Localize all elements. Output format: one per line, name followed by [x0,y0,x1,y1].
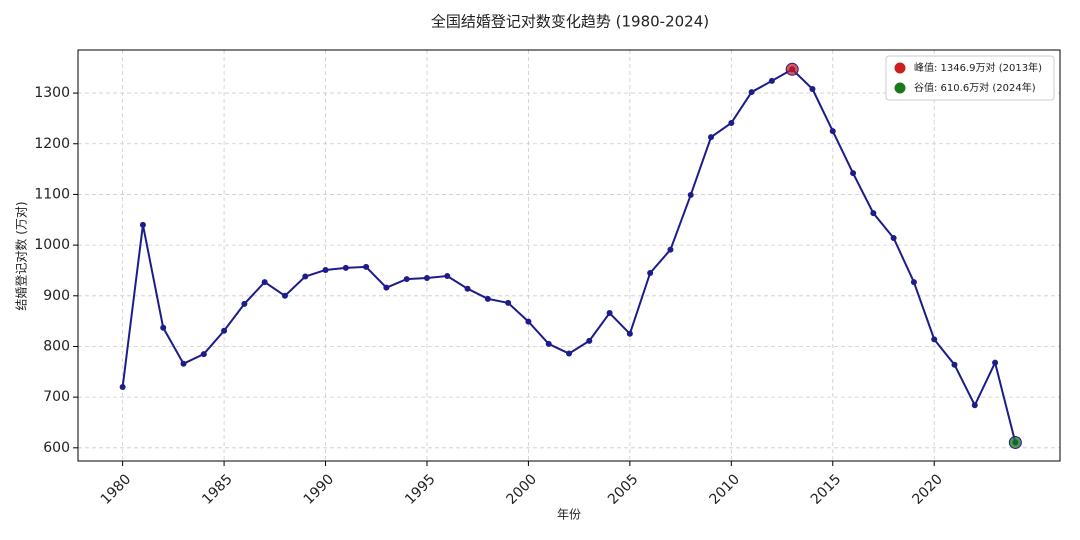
x-tick-label: 1990 [301,471,338,508]
point [992,359,999,366]
x-tick-label: 2000 [504,471,541,508]
legend-label: 谷值: 610.6万对 (2024年) [914,81,1036,94]
point [261,279,268,286]
point [910,279,917,286]
point [423,275,430,282]
point [505,299,512,306]
y-tick-label: 1000 [34,237,70,253]
point [870,210,877,217]
highlight-point [785,62,799,76]
point [971,402,978,409]
point [403,276,410,283]
point [606,310,613,317]
x-tick-label: 2020 [909,471,946,508]
point [931,336,938,343]
point [890,235,897,242]
y-tick-label: 1100 [34,186,70,202]
y-tick-label: 600 [43,440,70,456]
point [302,273,309,280]
point [160,324,167,331]
y-tick-label: 1300 [34,85,70,101]
x-tick-label: 1980 [98,471,135,508]
point [464,285,471,292]
plot-frame [77,49,1061,462]
point [647,269,654,276]
point [322,266,329,273]
point [383,284,390,291]
point [200,351,207,358]
point [363,263,370,270]
x-tick-label: 1985 [199,471,236,508]
legend-marker [894,62,906,74]
point [708,134,715,141]
point [342,264,349,271]
point [728,119,735,126]
x-tick-label: 2010 [706,471,743,508]
x-tick-label: 2005 [605,471,642,508]
y-axis-label: 结婚登记对数 (万对) [14,201,29,310]
point [566,350,572,357]
point [951,361,958,368]
point [809,86,816,93]
point [281,292,288,299]
point [545,340,552,347]
point [221,327,228,334]
point [748,89,755,96]
point [829,128,836,135]
y-tick-label: 800 [43,338,70,354]
legend-box [885,55,1055,101]
point [626,330,633,337]
line [121,68,1017,443]
point [139,221,146,228]
point [241,300,248,307]
point [768,77,775,84]
point [119,384,126,391]
y-tick-label: 1200 [34,136,70,152]
x-tick-label: 1995 [402,471,439,508]
point [667,246,674,253]
chart-title: 全国结婚登记对数变化趋势 (1980-2024) [431,13,709,31]
point [850,170,857,177]
x-tick-label: 2015 [808,471,845,508]
point [180,360,187,367]
point [444,273,451,280]
legend-marker [894,82,906,94]
point [484,295,491,302]
point [586,337,593,344]
y-tick-label: 700 [43,389,70,405]
x-axis-label: 年份 [557,508,581,522]
point [525,318,532,325]
highlight-point [1008,435,1022,449]
y-tick-label: 900 [43,288,70,304]
legend-label: 峰值: 1346.9万对 (2013年) [914,61,1042,74]
point [687,191,694,198]
